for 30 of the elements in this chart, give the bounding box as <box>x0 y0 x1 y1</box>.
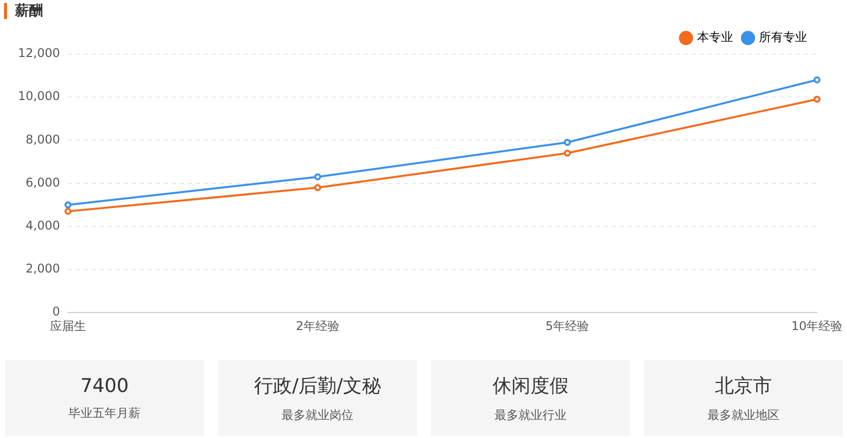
text: 最多就业地区 <box>708 406 780 424</box>
y-tick-label: 4,000 <box>26 218 60 233</box>
point <box>64 208 72 215</box>
point <box>564 138 571 146</box>
y-tick-label: 6,000 <box>26 175 60 190</box>
y-tick-label: 10,000 <box>18 89 60 104</box>
text: 最多就业行业 <box>494 406 566 424</box>
y-tick-label: 2,000 <box>26 262 60 276</box>
text: 休闲度假 <box>492 374 568 398</box>
x-tick-label: 10年经验 <box>791 318 843 333</box>
point <box>314 184 322 192</box>
point <box>814 76 820 84</box>
point <box>64 201 72 208</box>
legend-label: 所有专业 <box>759 30 807 44</box>
point <box>314 173 322 180</box>
chart-title: 薪酬 <box>15 2 43 20</box>
text: 北京市 <box>715 374 772 398</box>
y-tick-label: 8,000 <box>26 132 60 146</box>
text: 7400 <box>80 374 129 396</box>
x-tick-label: 2年经验 <box>296 318 340 333</box>
text: 毕业五年月薪 <box>68 404 140 422</box>
x-tick-label: 应届生 <box>50 318 86 333</box>
point <box>564 150 571 157</box>
text: 最多就业岗位 <box>282 406 354 424</box>
x-tick-label: 5年经验 <box>546 318 590 333</box>
y-tick-label: 0 <box>52 304 60 319</box>
point <box>814 96 820 103</box>
y-tick-label: 12,000 <box>18 46 60 60</box>
legend-label: 本专业 <box>697 30 733 44</box>
text: 行政/后勤/文秘 <box>254 374 381 398</box>
